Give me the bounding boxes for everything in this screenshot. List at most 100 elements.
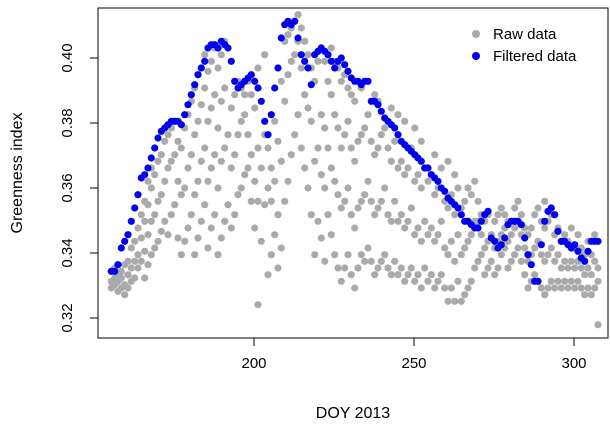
raw-data-point	[214, 124, 222, 132]
raw-data-point	[241, 91, 249, 99]
raw-data-point	[344, 251, 352, 259]
raw-data-point	[521, 244, 529, 252]
raw-data-point	[284, 71, 292, 79]
raw-data-point	[297, 144, 305, 152]
raw-data-point	[371, 271, 379, 279]
raw-data-point	[297, 24, 305, 32]
raw-data-point	[347, 91, 355, 99]
raw-data-point	[274, 211, 282, 219]
raw-data-point	[387, 104, 395, 112]
raw-data-point	[544, 284, 552, 292]
raw-data-point	[277, 157, 285, 165]
raw-data-point	[571, 284, 579, 292]
filtered-data-point	[327, 57, 335, 65]
filtered-data-point	[114, 261, 122, 269]
filtered-data-point	[454, 204, 462, 212]
raw-data-point	[327, 44, 335, 52]
raw-data-point	[571, 264, 579, 272]
raw-data-point	[254, 301, 262, 309]
raw-data-point	[567, 224, 575, 232]
raw-data-point	[414, 171, 422, 179]
raw-data-point	[321, 184, 329, 192]
raw-data-point	[281, 197, 289, 205]
raw-data-point	[577, 284, 585, 292]
raw-data-point	[324, 77, 332, 85]
raw-data-point	[194, 234, 202, 242]
raw-data-point	[291, 131, 299, 139]
raw-data-point	[334, 124, 342, 132]
raw-data-point	[377, 131, 385, 139]
raw-data-point	[454, 231, 462, 239]
raw-data-point	[534, 204, 542, 212]
raw-data-point	[171, 151, 179, 159]
raw-data-point	[227, 224, 235, 232]
raw-data-point	[214, 184, 222, 192]
raw-data-point	[217, 97, 225, 105]
y-tick-label: 0.34	[59, 238, 76, 267]
raw-data-point	[131, 274, 139, 282]
raw-data-point	[581, 271, 589, 279]
raw-data-point	[221, 84, 229, 92]
raw-data-point	[357, 251, 365, 259]
raw-data-point	[401, 224, 409, 232]
raw-data-point	[304, 104, 312, 112]
raw-data-point	[347, 211, 355, 219]
filtered-data-point	[377, 107, 385, 115]
raw-data-point	[461, 291, 469, 299]
raw-data-point	[181, 237, 189, 245]
raw-data-point	[374, 264, 382, 272]
raw-data-point	[431, 191, 439, 199]
raw-data-point	[257, 164, 265, 172]
raw-data-point	[564, 264, 572, 272]
raw-data-point	[241, 171, 249, 179]
raw-data-point	[554, 251, 562, 259]
raw-data-point	[394, 271, 402, 279]
raw-data-point	[321, 124, 329, 132]
raw-data-point	[457, 297, 465, 305]
raw-data-point	[434, 231, 442, 239]
raw-data-point	[481, 244, 489, 252]
raw-data-point	[511, 251, 519, 259]
raw-data-point	[581, 291, 589, 299]
raw-data-point	[467, 277, 475, 285]
y-tick-label: 0.40	[59, 43, 76, 72]
raw-data-point	[591, 257, 599, 265]
raw-data-point	[587, 271, 595, 279]
raw-data-point	[167, 157, 175, 165]
raw-data-point	[201, 51, 209, 59]
raw-data-point	[594, 277, 602, 285]
raw-data-point	[234, 131, 242, 139]
raw-data-point	[194, 117, 202, 125]
raw-data-point	[144, 177, 152, 185]
raw-data-point	[384, 264, 392, 272]
raw-data-point	[377, 257, 385, 265]
raw-data-point	[341, 197, 349, 205]
raw-data-point	[134, 251, 142, 259]
raw-data-point	[347, 144, 355, 152]
raw-data-point	[507, 231, 515, 239]
raw-data-point	[284, 31, 292, 39]
raw-data-point	[351, 157, 359, 165]
raw-data-point	[171, 201, 179, 209]
raw-data-point	[414, 271, 422, 279]
raw-data-point	[344, 117, 352, 125]
raw-data-point	[124, 257, 132, 265]
filtered-data-point	[304, 64, 312, 72]
raw-data-point	[131, 237, 139, 245]
raw-data-point	[401, 171, 409, 179]
raw-data-point	[524, 284, 532, 292]
raw-data-point	[451, 211, 459, 219]
raw-data-point	[174, 177, 182, 185]
raw-data-point	[271, 177, 279, 185]
raw-data-point	[227, 104, 235, 112]
raw-data-point	[361, 257, 369, 265]
filtered-data-point	[554, 227, 562, 235]
filtered-data-point	[264, 131, 272, 139]
filtered-data-point	[301, 57, 309, 65]
raw-data-point	[137, 257, 145, 265]
raw-data-point	[147, 251, 155, 259]
raw-data-point	[277, 77, 285, 85]
raw-data-point	[161, 177, 169, 185]
raw-data-point	[327, 91, 335, 99]
raw-data-point	[354, 137, 362, 145]
